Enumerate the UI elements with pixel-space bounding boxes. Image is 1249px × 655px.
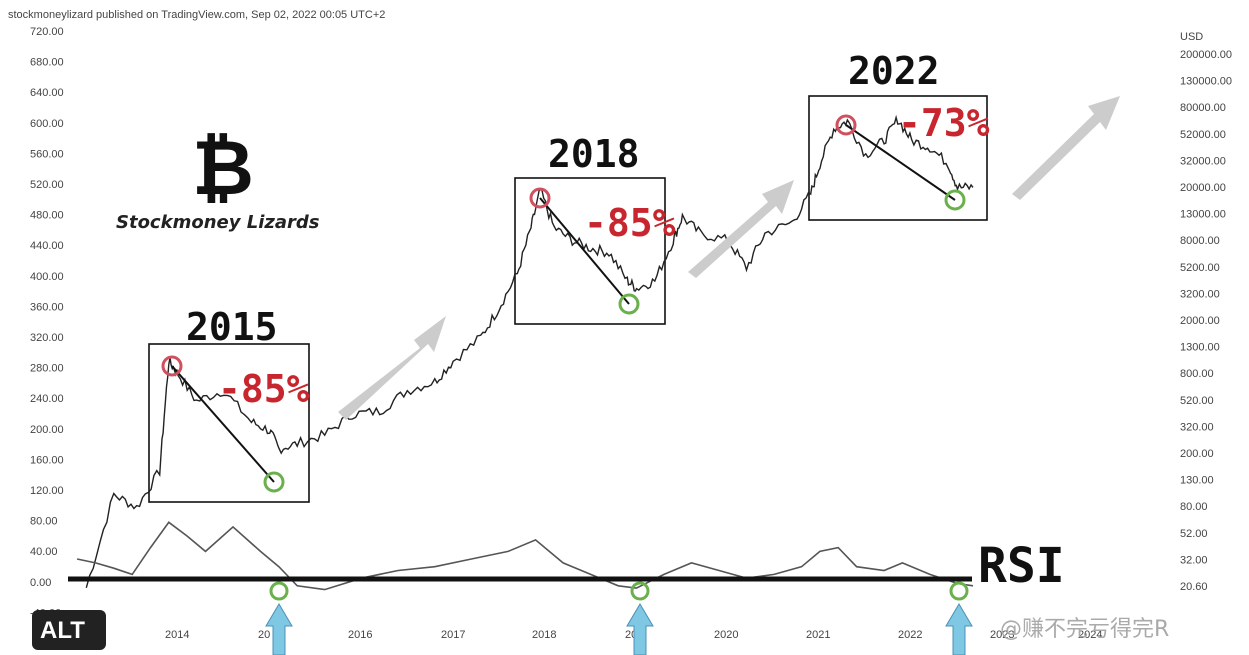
- drawdown-line-2018: [539, 197, 630, 305]
- right-axis-tick-5: 20000.00: [1180, 182, 1226, 194]
- left-axis-tick-7: 440.00: [30, 240, 64, 252]
- trough-circle-2022: [944, 189, 966, 211]
- x-axis-tick-2: 2016: [348, 629, 372, 641]
- trend-arrow-3: [1012, 96, 1120, 200]
- left-axis-tick-16: 80.00: [30, 516, 58, 528]
- left-axis: 720.00 680.00 640.00 600.00 560.00 520.00 480.…: [30, 26, 64, 619]
- rsi-bottom-circle-3: [949, 581, 969, 601]
- right-axis-tick-14: 320.00: [1180, 421, 1214, 433]
- left-axis-tick-12: 240.00: [30, 393, 64, 405]
- drawdown-line-2022: [845, 124, 956, 201]
- right-axis-tick-0: 200000.00: [1180, 49, 1232, 61]
- peak-circle-2018: [529, 187, 551, 209]
- rsi-bottom-circle-1: [269, 581, 289, 601]
- brand-name: Stockmoney Lizards: [116, 212, 320, 233]
- rsi-bottom-circle-2: [630, 581, 650, 601]
- cycle-box-2022: [808, 95, 988, 221]
- left-axis-tick-9: 360.00: [30, 301, 64, 313]
- right-axis-tick-15: 200.00: [1180, 448, 1214, 460]
- right-axis-tick-18: 52.00: [1180, 528, 1208, 540]
- left-axis-tick-13: 200.00: [30, 424, 64, 436]
- right-axis-tick-4: 32000.00: [1180, 155, 1226, 167]
- trough-circle-2015: [263, 471, 285, 493]
- x-axis: 2014 20 2016 2017 2018 20 2020 2021 2022 2023 2024: [165, 629, 1102, 641]
- right-axis-tick-3: 52000.00: [1180, 129, 1226, 141]
- cycle-box-2015: [148, 343, 310, 503]
- left-axis-tick-18: 0.00: [30, 577, 51, 589]
- left-axis-tick-17: 40.00: [30, 546, 58, 558]
- x-axis-tick-1: 20: [258, 629, 270, 641]
- left-axis-tick-6: 480.00: [30, 210, 64, 222]
- right-axis-tick-12: 800.00: [1180, 368, 1214, 380]
- right-axis: USD 200000.00 130000.00 80000.00 52000.00 320…: [1180, 31, 1232, 593]
- right-axis-tick-13: 520.00: [1180, 395, 1214, 407]
- alt-badge: [32, 610, 106, 650]
- peak-circle-2022: [835, 114, 857, 136]
- trend-arrow-2: [688, 180, 794, 278]
- alt-badge-label: ALT: [40, 617, 85, 644]
- right-axis-unit: USD: [1180, 31, 1203, 43]
- right-axis-tick-9: 3200.00: [1180, 288, 1220, 300]
- x-axis-tick-7: 2021: [806, 629, 830, 641]
- x-axis-tick-3: 2017: [441, 629, 465, 641]
- right-axis-tick-17: 80.00: [1180, 501, 1208, 513]
- bitcoin-logo-icon: ₿: [192, 123, 254, 212]
- up-arrow-icon-3: [945, 603, 973, 655]
- rsi-line: [76, 521, 974, 591]
- left-axis-tick-5: 520.00: [30, 179, 64, 191]
- drawdown-label-2018: -85%: [584, 201, 676, 245]
- x-axis-tick-0: 2014: [165, 629, 189, 641]
- x-axis-tick-4: 2018: [532, 629, 556, 641]
- right-axis-tick-10: 2000.00: [1180, 315, 1220, 327]
- x-axis-tick-8: 2022: [898, 629, 922, 641]
- trend-arrow-1: [338, 316, 446, 420]
- left-axis-tick-3: 600.00: [30, 118, 64, 130]
- left-axis-tick-10: 320.00: [30, 332, 64, 344]
- right-axis-tick-20: 20.60: [1180, 581, 1208, 593]
- right-axis-tick-11: 1300.00: [1180, 342, 1220, 354]
- trough-circle-2018: [618, 293, 640, 315]
- watermark: @赚不完亏得完R: [1000, 617, 1169, 642]
- left-axis-tick-0: 720.00: [30, 26, 64, 38]
- rsi-label: RSI: [978, 538, 1065, 594]
- x-axis-tick-9: 2023: [990, 629, 1014, 641]
- drawdown-label-2015: -85%: [218, 367, 310, 411]
- left-axis-tick-15: 120.00: [30, 485, 64, 497]
- right-axis-tick-16: 130.00: [1180, 475, 1214, 487]
- chart-header: stockmoneylizard published on TradingVie…: [8, 9, 385, 21]
- up-arrow-icon-1: [265, 603, 293, 655]
- left-axis-tick-4: 560.00: [30, 148, 64, 160]
- left-axis-tick-2: 640.00: [30, 87, 64, 99]
- right-axis-tick-6: 13000.00: [1180, 209, 1226, 221]
- cycle-box-2018: [514, 177, 666, 325]
- cycle-year-2015: 2015: [186, 305, 278, 349]
- right-axis-tick-8: 5200.00: [1180, 262, 1220, 274]
- price-line: [85, 114, 974, 588]
- x-axis-tick-6: 2020: [714, 629, 738, 641]
- up-arrow-icon-2: [626, 603, 654, 655]
- left-axis-tick-8: 400.00: [30, 271, 64, 283]
- cycle-year-2022: 2022: [848, 49, 940, 93]
- peak-circle-2015: [161, 355, 183, 377]
- left-axis-tick-14: 160.00: [30, 454, 64, 466]
- drawdown-line-2015: [171, 365, 275, 483]
- right-axis-tick-2: 80000.00: [1180, 102, 1226, 114]
- right-axis-tick-7: 8000.00: [1180, 235, 1220, 247]
- left-axis-tick-1: 680.00: [30, 57, 64, 69]
- cycle-year-2018: 2018: [548, 132, 640, 176]
- drawdown-label-2022: -73%: [898, 101, 990, 145]
- x-axis-tick-10: 2024: [1078, 629, 1102, 641]
- left-axis-tick-11: 280.00: [30, 363, 64, 375]
- right-axis-tick-1: 130000.00: [1180, 76, 1232, 88]
- right-axis-tick-19: 32.00: [1180, 554, 1208, 566]
